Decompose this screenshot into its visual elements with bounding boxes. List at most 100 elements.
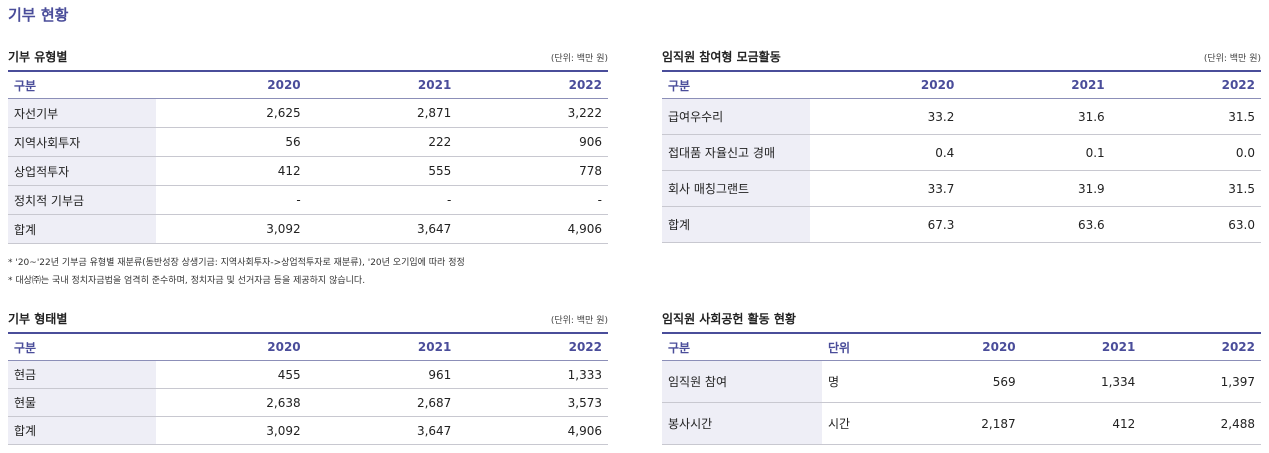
table-cell: 2,871 — [306, 98, 458, 128]
donation-by-form-section: 기부 형태별 (단위: 백만 원) 구분 2020 2021 2022 현금 4… — [8, 310, 608, 445]
table-cell: 4,906 — [457, 214, 608, 244]
table-cell: 33.2 — [810, 98, 961, 135]
table-cell: 31.6 — [960, 98, 1111, 135]
header-cell: 단위 — [828, 340, 851, 355]
row-label: 접대품 자율신고 경매 — [662, 134, 810, 171]
unit-cell: 명 — [822, 360, 902, 403]
table-cell: 63.0 — [1110, 206, 1261, 243]
table-row: 현금 455 961 1,333 — [8, 360, 608, 389]
table-header-row: 구분 2020 2021 2022 — [8, 71, 608, 99]
table-cell: 4,906 — [457, 416, 608, 445]
header-cell: 2020 — [267, 340, 301, 354]
unit-label: (단위: 백만 원) — [1203, 54, 1261, 64]
table-row: 임직원 참여 명 569 1,334 1,397 — [662, 360, 1261, 403]
table-row: 상업적투자 412 555 778 — [8, 156, 608, 186]
table-cell: 906 — [457, 127, 608, 157]
row-label: 급여우수리 — [662, 98, 810, 135]
table-cell: 3,092 — [156, 214, 307, 244]
table-cell: 3,222 — [457, 98, 608, 128]
table-cell: 56 — [156, 127, 307, 157]
header-cell: 구분 — [14, 340, 37, 355]
row-label: 회사 매칭그랜트 — [662, 170, 810, 207]
table-cell: 0.0 — [1110, 134, 1261, 171]
employee-volunteer-section: 임직원 사회공헌 활동 현황 구분 단위 2020 2021 2022 임직원 … — [662, 310, 1261, 445]
table-cell: 3,573 — [457, 388, 608, 417]
row-label: 지역사회투자 — [8, 127, 156, 157]
table-cell: 1,334 — [1021, 360, 1142, 403]
table-header-row: 구분 2020 2021 2022 — [662, 71, 1261, 99]
table-cell: 412 — [1021, 402, 1142, 445]
table-cell: 67.3 — [810, 206, 961, 243]
table-row: 정치적 기부금 - - - — [8, 185, 608, 215]
table-cell: 2,187 — [902, 402, 1022, 445]
header-cell: 2022 — [568, 78, 602, 92]
donation-by-type-section: 기부 유형별 (단위: 백만 원) 구분 2020 2021 2022 자선기부… — [8, 48, 608, 244]
row-label: 현물 — [8, 388, 156, 417]
table-cell: 31.9 — [960, 170, 1111, 207]
unit-label: (단위: 백만 원) — [550, 316, 608, 326]
table-cell: 778 — [457, 156, 608, 186]
table-row: 회사 매칭그랜트 33.7 31.9 31.5 — [662, 170, 1261, 207]
table-cell: - — [457, 185, 608, 215]
unit-label: (단위: 백만 원) — [550, 54, 608, 64]
table-cell: 2,687 — [306, 388, 458, 417]
header-cell: 2022 — [1221, 340, 1255, 354]
unit-cell: 시간 — [822, 402, 902, 445]
table-row-total: 합계 3,092 3,647 4,906 — [8, 416, 608, 445]
table-cell: 2,488 — [1141, 402, 1261, 445]
section-title: 임직원 참여형 모금활동 — [662, 50, 781, 64]
employee-fundraising-section: 임직원 참여형 모금활동 (단위: 백만 원) 구분 2020 2021 202… — [662, 48, 1261, 243]
table-cell: 412 — [156, 156, 307, 186]
section-title: 임직원 사회공헌 활동 현황 — [662, 312, 796, 326]
section-title: 기부 형태별 — [8, 312, 68, 326]
header-cell: 구분 — [668, 340, 691, 355]
table-cell: 3,647 — [306, 416, 458, 445]
header-cell: 2020 — [920, 78, 955, 92]
footnote: * 대상㈜는 국내 정치자금법을 엄격히 준수하며, 정치자금 및 선거자금 등… — [8, 276, 366, 286]
header-cell: 2021 — [417, 78, 452, 92]
table-cell: 3,647 — [306, 214, 458, 244]
table-cell: 31.5 — [1110, 98, 1261, 135]
header-cell: 2022 — [1221, 78, 1255, 92]
table-cell: 222 — [306, 127, 458, 157]
table-cell: 1,333 — [457, 360, 608, 389]
donation-by-type-table: 구분 2020 2021 2022 자선기부 2,625 2,871 3,222… — [8, 70, 608, 244]
footnote: * '20~'22년 기부금 유형별 재분류(동반성장 상생기금: 지역사회투자… — [8, 258, 465, 268]
row-label: 임직원 참여 — [662, 360, 822, 403]
header-cell: 2020 — [267, 78, 301, 92]
table-cell: 33.7 — [810, 170, 961, 207]
table-cell: 1,397 — [1141, 360, 1261, 403]
page-title: 기부 현황 — [8, 6, 69, 24]
table-cell: 0.4 — [810, 134, 961, 171]
table-header-row: 구분 단위 2020 2021 2022 — [662, 333, 1261, 361]
table-cell: 569 — [902, 360, 1022, 403]
table-cell: 555 — [306, 156, 458, 186]
section-title: 기부 유형별 — [8, 50, 68, 64]
row-label: 정치적 기부금 — [8, 185, 156, 215]
employee-fundraising-table: 구분 2020 2021 2022 급여우수리 33.2 31.6 31.5 접… — [662, 70, 1261, 243]
footnotes: * '20~'22년 기부금 유형별 재분류(동반성장 상생기금: 지역사회투자… — [8, 254, 465, 290]
table-cell: 3,092 — [156, 416, 307, 445]
row-label: 상업적투자 — [8, 156, 156, 186]
table-row: 접대품 자율신고 경매 0.4 0.1 0.0 — [662, 134, 1261, 171]
row-label: 합계 — [8, 416, 156, 445]
table-cell: 63.6 — [960, 206, 1111, 243]
header-cell: 구분 — [14, 78, 37, 93]
table-row: 급여우수리 33.2 31.6 31.5 — [662, 98, 1261, 135]
table-row: 지역사회투자 56 222 906 — [8, 127, 608, 157]
table-cell: - — [156, 185, 307, 215]
table-header-row: 구분 2020 2021 2022 — [8, 333, 608, 361]
table-cell: 961 — [306, 360, 458, 389]
row-label: 합계 — [8, 214, 156, 244]
header-cell: 2020 — [982, 340, 1016, 354]
header-cell: 2021 — [417, 340, 452, 354]
table-cell: 2,638 — [156, 388, 307, 417]
table-cell: - — [306, 185, 458, 215]
row-label: 자선기부 — [8, 98, 156, 128]
header-cell: 2021 — [1101, 340, 1136, 354]
row-label: 합계 — [662, 206, 810, 243]
table-cell: 0.1 — [960, 134, 1111, 171]
table-row-total: 합계 67.3 63.6 63.0 — [662, 206, 1261, 243]
row-label: 봉사시간 — [662, 402, 822, 445]
table-row: 자선기부 2,625 2,871 3,222 — [8, 98, 608, 128]
